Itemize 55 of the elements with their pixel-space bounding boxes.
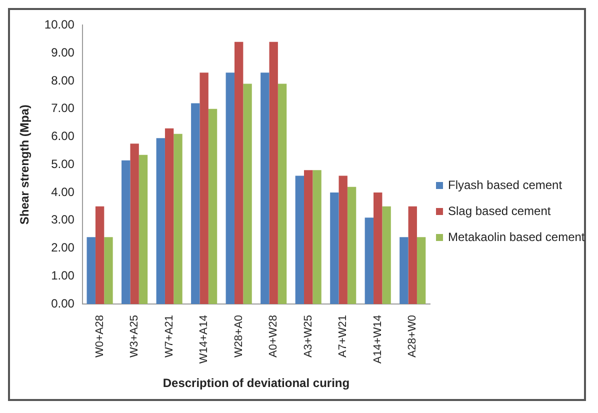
bar xyxy=(374,192,382,304)
x-tick-label: W14+A14 xyxy=(198,314,210,364)
x-tick-label: W0+A28 xyxy=(94,314,106,358)
bar xyxy=(156,138,165,304)
bar xyxy=(330,192,339,304)
bar xyxy=(260,72,270,304)
y-tick-label: 2.00 xyxy=(51,240,75,255)
y-axis-title: Shear strength (Mpa) xyxy=(18,104,32,225)
y-tick-label: 1.00 xyxy=(51,268,75,282)
bar xyxy=(226,72,234,304)
y-tick-label: 7.00 xyxy=(51,101,75,116)
bar xyxy=(130,144,139,304)
bar xyxy=(304,170,313,304)
x-tick-label: A3+W25 xyxy=(302,314,314,358)
y-tick-label: 0.00 xyxy=(51,296,75,310)
y-tick-label: 9.00 xyxy=(51,45,75,60)
y-tick-label: 3.00 xyxy=(51,212,75,227)
legend-label: Flyash based cement xyxy=(448,178,562,192)
x-tick-label: A28+W0 xyxy=(406,314,419,358)
x-tick-label: W3+A25 xyxy=(128,314,141,358)
bar xyxy=(400,237,408,304)
legend-label: Slag based cement xyxy=(448,204,551,218)
y-tick-label: 10.00 xyxy=(44,18,75,32)
x-tick-label: A7+W21 xyxy=(337,314,350,358)
bar xyxy=(364,218,374,304)
bar xyxy=(243,84,252,304)
x-tick-label: W28+A0 xyxy=(232,314,245,358)
y-tick-label: 8.00 xyxy=(51,73,75,88)
x-tick-label: A0+W28 xyxy=(268,314,280,358)
bar xyxy=(347,186,356,304)
bar xyxy=(191,103,200,304)
bar xyxy=(174,134,182,304)
x-tick-label: W7+A21 xyxy=(163,314,176,358)
bar xyxy=(86,237,96,304)
y-tick-label: 4.00 xyxy=(51,184,75,199)
bar xyxy=(312,170,322,304)
x-axis-title: Description of deviational curing xyxy=(162,376,350,390)
bar xyxy=(278,84,287,304)
bar xyxy=(95,206,104,304)
bar xyxy=(338,176,348,304)
bar xyxy=(416,237,426,304)
bar xyxy=(382,206,391,304)
x-tick-label: A14+W14 xyxy=(372,314,384,364)
bar xyxy=(295,176,304,304)
y-tick-label: 6.00 xyxy=(51,129,75,144)
bar xyxy=(122,160,130,304)
bar xyxy=(269,42,278,304)
bar xyxy=(208,108,218,304)
bar xyxy=(408,206,417,304)
y-tick-label: 5.00 xyxy=(51,156,75,171)
bar xyxy=(234,42,244,304)
bar xyxy=(200,72,208,304)
bar xyxy=(138,154,148,304)
bar xyxy=(164,128,174,304)
bar xyxy=(104,237,113,304)
